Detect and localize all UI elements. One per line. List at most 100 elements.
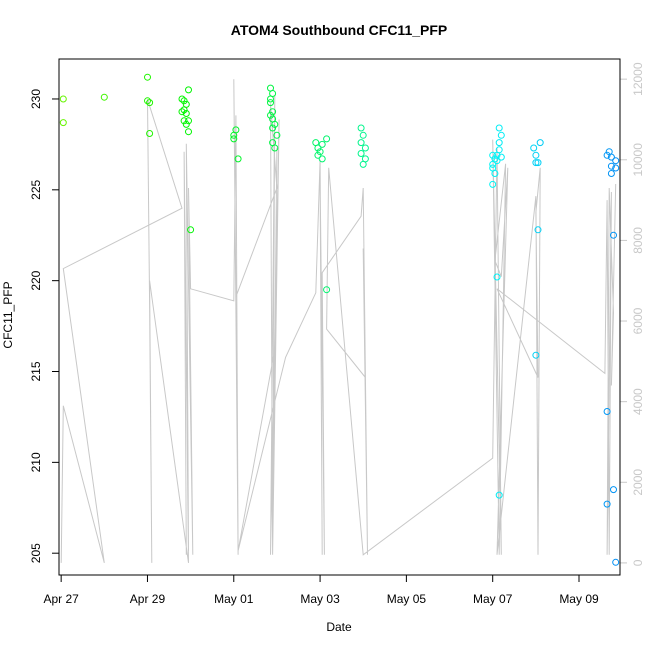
data-point [178,95,186,103]
data-point [314,144,322,152]
data-point [232,126,240,134]
y2-tick-label: 8000 [631,227,645,254]
data-point [146,99,154,107]
data-point [497,131,505,139]
data-point [359,131,367,139]
data-point [180,117,188,125]
data-point [361,144,369,152]
data-point [491,170,499,177]
data-point [612,157,620,165]
chart-title: ATOM4 Southbound CFC11_PFP [231,22,448,38]
data-point [59,95,67,103]
data-point [314,151,322,159]
y-tick-label: 210 [29,452,43,472]
data-point [180,106,188,114]
data-point [534,226,542,234]
data-point [489,160,497,168]
y2-tick-label: 12000 [631,62,645,96]
data-point [234,155,242,163]
data-point [612,164,620,172]
data-point [536,139,544,147]
data-point [59,119,67,127]
y-tick-label: 220 [29,270,43,290]
x-tick-label: Apr 29 [130,592,166,606]
data-point [534,159,542,167]
data-point [180,97,188,105]
data-point [323,135,331,143]
data-point [532,151,540,159]
data-point [532,159,540,167]
y-tick-label: 205 [29,543,43,563]
data-point [489,151,497,159]
data-point [357,124,365,132]
data-point [267,99,274,107]
data-point [603,500,611,508]
x-tick-label: May 01 [214,592,254,606]
data-point [532,351,540,359]
data-point [146,130,154,137]
data-point [144,97,151,105]
data-point [495,146,503,154]
x-tick-label: May 07 [473,592,513,606]
y2-tick-label: 6000 [631,307,645,334]
data-point [185,128,192,136]
y2-tick-label: 2000 [631,469,645,496]
data-point [497,153,505,161]
data-point [267,95,274,103]
data-point [100,93,108,101]
y-tick-label: 215 [29,361,43,381]
data-point [610,486,617,494]
data-point [493,273,501,281]
data-point [323,286,331,294]
data-point [603,151,611,159]
x-tick-label: Apr 27 [43,592,79,606]
x-tick-label: May 05 [387,592,427,606]
y-tick-label: 225 [29,179,43,199]
data-point [271,120,279,128]
data-point [271,144,279,152]
axes: Apr 27 Apr 29 May 01 May 03 May 05 May 07 May … [29,62,645,606]
data-point [495,124,503,132]
data-point [607,170,615,177]
x-axis-label: Date [326,620,352,634]
data-point [182,110,190,117]
data-point [185,117,192,125]
data-point [187,226,195,234]
data-point [495,139,503,147]
data-point [610,231,617,239]
altitude-trace [60,79,617,564]
data-point [607,153,615,161]
x-tick-label: May 03 [300,592,340,606]
data-point [269,124,277,132]
data-point [493,157,501,165]
data-point [230,135,238,143]
data-point [359,160,367,168]
plot-frame [58,58,621,576]
data-point [178,108,186,116]
y2-tick-label: 0 [631,559,645,566]
data-point [495,491,503,499]
data-point [144,73,151,81]
data-point [182,120,190,128]
cfc11-points [59,73,620,566]
data-point [530,144,538,152]
data-point [489,180,497,188]
data-point [316,148,324,156]
y-tick-label: 230 [29,89,43,109]
data-point [185,86,192,94]
data-point [318,155,326,163]
data-point [269,108,277,116]
data-point [612,558,620,566]
data-point [273,131,281,139]
x-tick-label: May 09 [559,592,599,606]
altitude-line [60,79,617,564]
data-point [267,111,274,119]
y2-tick-label: 4000 [631,388,645,415]
data-point [603,408,611,415]
y-axis-label: CFC11_PFP [1,281,15,348]
data-point [607,162,615,170]
data-point [357,139,365,147]
y2-tick-label: 10000 [631,143,645,177]
data-point [357,150,365,157]
